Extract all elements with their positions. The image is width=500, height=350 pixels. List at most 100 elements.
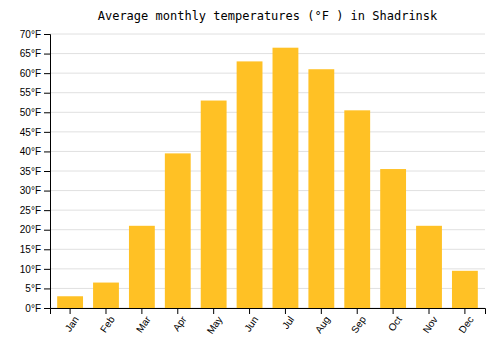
tick-mark	[429, 308, 430, 314]
tick-label: 25°F	[20, 205, 41, 216]
tick-label: 35°F	[20, 166, 41, 177]
tick-mark	[44, 73, 50, 74]
tick-mark	[44, 112, 50, 113]
tick-mark	[44, 54, 50, 55]
tick-label: 15°F	[20, 244, 41, 255]
tick: Jan	[63, 308, 81, 334]
grid-line	[50, 73, 485, 74]
chart: 0°F 5°F 10°F 15°F 20°F 25°F 30°F 35°F 40°F 45°F 50…	[0, 0, 500, 350]
bar	[452, 271, 478, 308]
tick-mark	[44, 269, 50, 270]
bar	[201, 101, 227, 308]
bar	[416, 226, 442, 308]
tick-mark	[393, 308, 394, 314]
tick-label: 20°F	[20, 224, 41, 235]
tick-label: Feb	[98, 314, 117, 335]
tick-label: Mar	[134, 314, 153, 335]
bar	[273, 48, 299, 308]
tick: Jun	[242, 308, 260, 334]
tick: 20°F	[20, 224, 50, 235]
tick-label: Nov	[421, 314, 440, 335]
bar	[93, 283, 119, 308]
tick: 50°F	[20, 107, 50, 118]
tick: Feb	[98, 308, 117, 335]
tick-mark	[321, 308, 322, 314]
tick: 30°F	[20, 185, 50, 196]
tick-mark	[44, 249, 50, 250]
tick-mark	[44, 210, 50, 211]
tick-label: 60°F	[20, 68, 41, 79]
tick: May	[205, 308, 225, 336]
bar	[237, 61, 263, 308]
axis-line	[44, 35, 51, 309]
y-axis: 0°F 5°F 10°F 15°F 20°F 25°F 30°F 35°F 40°F 45°F 50…	[20, 29, 51, 314]
bar	[129, 226, 155, 308]
tick: 15°F	[20, 244, 50, 255]
tick-mark	[44, 171, 50, 172]
tick-mark	[44, 93, 50, 94]
grid-line	[50, 131, 485, 132]
tick-mark	[213, 308, 214, 314]
tick-mark	[44, 34, 50, 35]
grid-line	[50, 210, 485, 211]
tick: 0°F	[25, 303, 50, 314]
tick: Apr	[171, 308, 189, 333]
tick: Aug	[313, 308, 332, 335]
tick-mark	[44, 288, 50, 289]
tick-mark	[105, 308, 106, 314]
tick-label: 10°F	[20, 264, 41, 275]
grid-line	[50, 34, 485, 35]
tick: 45°F	[20, 127, 50, 138]
tick-mark	[70, 308, 71, 314]
tick-mark	[44, 132, 50, 133]
tick: 65°F	[20, 48, 50, 59]
bar	[165, 153, 191, 308]
grid-line	[50, 171, 485, 172]
grid-line	[50, 53, 485, 54]
tick-label: 70°F	[20, 29, 41, 40]
tick-label: 45°F	[20, 127, 41, 138]
tick: 5°F	[25, 283, 50, 294]
tick: 25°F	[20, 205, 50, 216]
bars	[57, 48, 478, 308]
grid	[50, 34, 485, 308]
tick-mark	[249, 308, 250, 314]
grid-line	[50, 92, 485, 93]
tick-label: Sep	[349, 314, 368, 335]
grid-line	[50, 151, 485, 152]
tick-label: Apr	[171, 314, 189, 334]
tick-label: 65°F	[20, 48, 41, 59]
tick-label: May	[205, 314, 225, 336]
x-axis: Jan Feb Mar Apr May Jun Jul Aug Sep Oct Nov Dec	[51, 308, 486, 336]
tick-label: 50°F	[20, 107, 41, 118]
tick-label: Dec	[456, 314, 475, 335]
tick-mark	[141, 308, 142, 314]
tick-label: 55°F	[20, 87, 41, 98]
tick-label: Jun	[242, 314, 260, 334]
grid-line	[50, 112, 485, 113]
tick-label: Oct	[386, 314, 404, 333]
title: Average monthly temperatures (°F ) in Sh…	[98, 9, 438, 23]
bar	[380, 169, 406, 308]
tick: Mar	[134, 308, 153, 335]
tick-mark	[464, 308, 465, 314]
tick-mark	[44, 191, 50, 192]
tick-mark	[44, 230, 50, 231]
tick: 70°F	[20, 29, 50, 40]
plot: 0°F 5°F 10°F 15°F 20°F 25°F 30°F 35°F 40°F 45°F 50…	[20, 29, 486, 336]
axis-line	[51, 309, 486, 315]
grid-line	[50, 190, 485, 191]
tick: Jul	[280, 308, 296, 331]
tick: 10°F	[20, 264, 50, 275]
tick-mark	[44, 151, 50, 152]
tick: 40°F	[20, 146, 50, 157]
tick: 60°F	[20, 68, 50, 79]
tick: Sep	[349, 308, 368, 335]
tick: 55°F	[20, 87, 50, 98]
tick: 35°F	[20, 166, 50, 177]
tick-label: 0°F	[25, 303, 41, 314]
tick-mark	[357, 308, 358, 314]
tick-label: Aug	[313, 314, 332, 335]
tick-label: 40°F	[20, 146, 41, 157]
tick-mark	[177, 308, 178, 314]
